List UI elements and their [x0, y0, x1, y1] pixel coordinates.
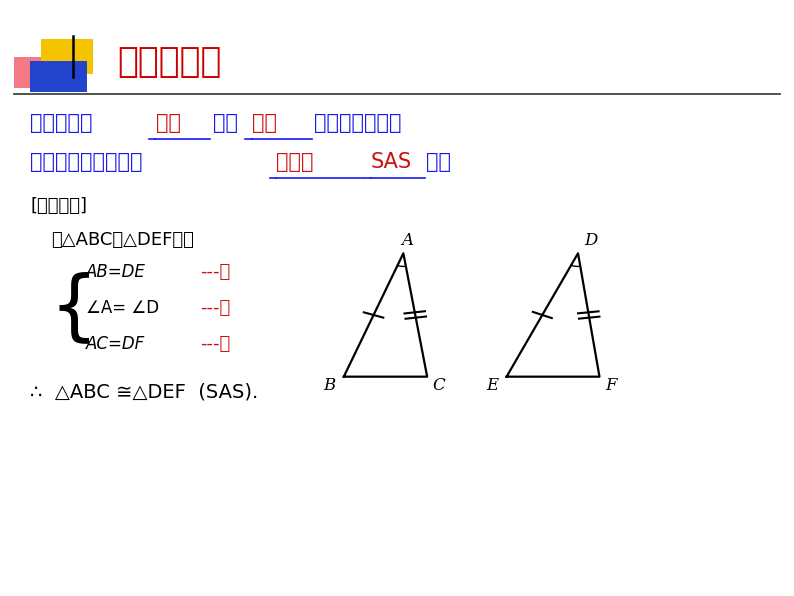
Text: 夹角: 夹角 [252, 113, 277, 134]
Text: 两边: 两边 [156, 113, 180, 134]
FancyBboxPatch shape [30, 61, 87, 92]
Text: 基本事实：: 基本事实： [30, 113, 93, 134]
Text: 分别相等的两个: 分别相等的两个 [314, 113, 401, 134]
Text: ---边: ---边 [200, 335, 230, 353]
Text: {: { [49, 271, 98, 345]
FancyBboxPatch shape [41, 39, 93, 74]
Text: B: B [323, 377, 336, 393]
Text: 三角形全等（简写成: 三角形全等（简写成 [30, 152, 143, 172]
Text: AB=DE: AB=DE [86, 263, 145, 281]
Text: ---角: ---角 [200, 299, 230, 317]
Text: AC=DF: AC=DF [86, 335, 145, 353]
Text: F: F [605, 377, 616, 393]
Text: E: E [486, 377, 499, 393]
Text: D: D [584, 232, 597, 249]
Text: 在△ABC和△DEF中，: 在△ABC和△DEF中， [52, 231, 195, 249]
Text: ---边: ---边 [200, 263, 230, 281]
Text: 边角边: 边角边 [276, 152, 314, 172]
Text: ∴  △ABC ≅△DEF  (SAS).: ∴ △ABC ≅△DEF (SAS). [30, 383, 258, 402]
Text: [几何表述]: [几何表述] [30, 197, 87, 215]
Text: A: A [401, 232, 414, 249]
Text: ∠A= ∠D: ∠A= ∠D [86, 299, 159, 317]
Text: ）。: ）。 [426, 152, 451, 172]
FancyBboxPatch shape [14, 57, 58, 88]
Text: C: C [432, 377, 445, 393]
Text: SAS: SAS [371, 152, 412, 172]
Text: 及其: 及其 [213, 113, 237, 134]
Text: 自学任务：: 自学任务： [118, 45, 222, 79]
